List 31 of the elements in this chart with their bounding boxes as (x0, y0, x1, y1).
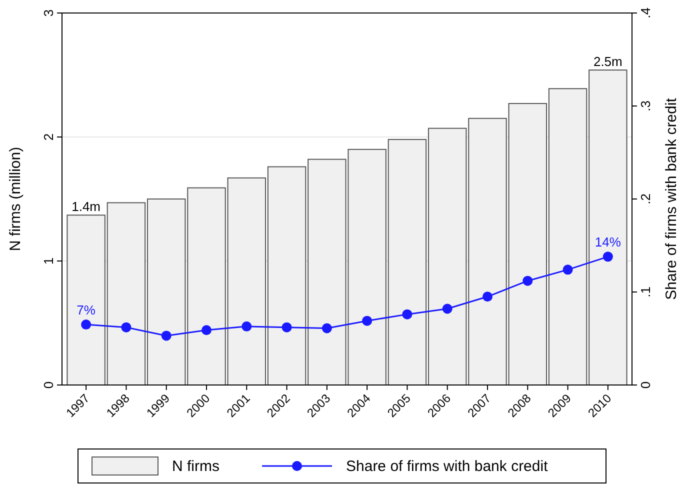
legend-label: Share of firms with bank credit (346, 458, 549, 475)
point (402, 309, 412, 320)
point (81, 320, 92, 330)
point (602, 252, 613, 262)
point (522, 276, 533, 286)
y-tick-label: 1 (41, 257, 56, 265)
point (362, 316, 372, 326)
y-tick-label: 3 (41, 9, 56, 17)
point (282, 322, 292, 332)
y2-tick-label: .1 (638, 286, 653, 298)
point (322, 323, 332, 334)
y2-axis-title: Share of firms with bank credit (663, 97, 680, 300)
y2-tick-label: .2 (638, 194, 653, 204)
data-label: 7% (76, 302, 96, 318)
point (121, 322, 132, 332)
point (161, 330, 172, 341)
data-label: 1.4m (72, 199, 101, 214)
data-label: 14% (594, 234, 622, 250)
y-axis-title: N firms (million) (7, 146, 24, 252)
point (482, 292, 492, 302)
y2-tick-label: .3 (638, 100, 653, 112)
y-tick-label: 0 (41, 381, 56, 389)
data-label: 2.5m (593, 54, 622, 70)
point (562, 264, 573, 275)
point (242, 321, 252, 332)
point (202, 325, 212, 336)
legend-label: N firms (172, 458, 220, 475)
point (442, 304, 452, 314)
y-tick-label: 2 (41, 133, 56, 141)
y2-tick-label: 0 (638, 381, 653, 389)
y2-tick-label: .4 (638, 8, 653, 18)
